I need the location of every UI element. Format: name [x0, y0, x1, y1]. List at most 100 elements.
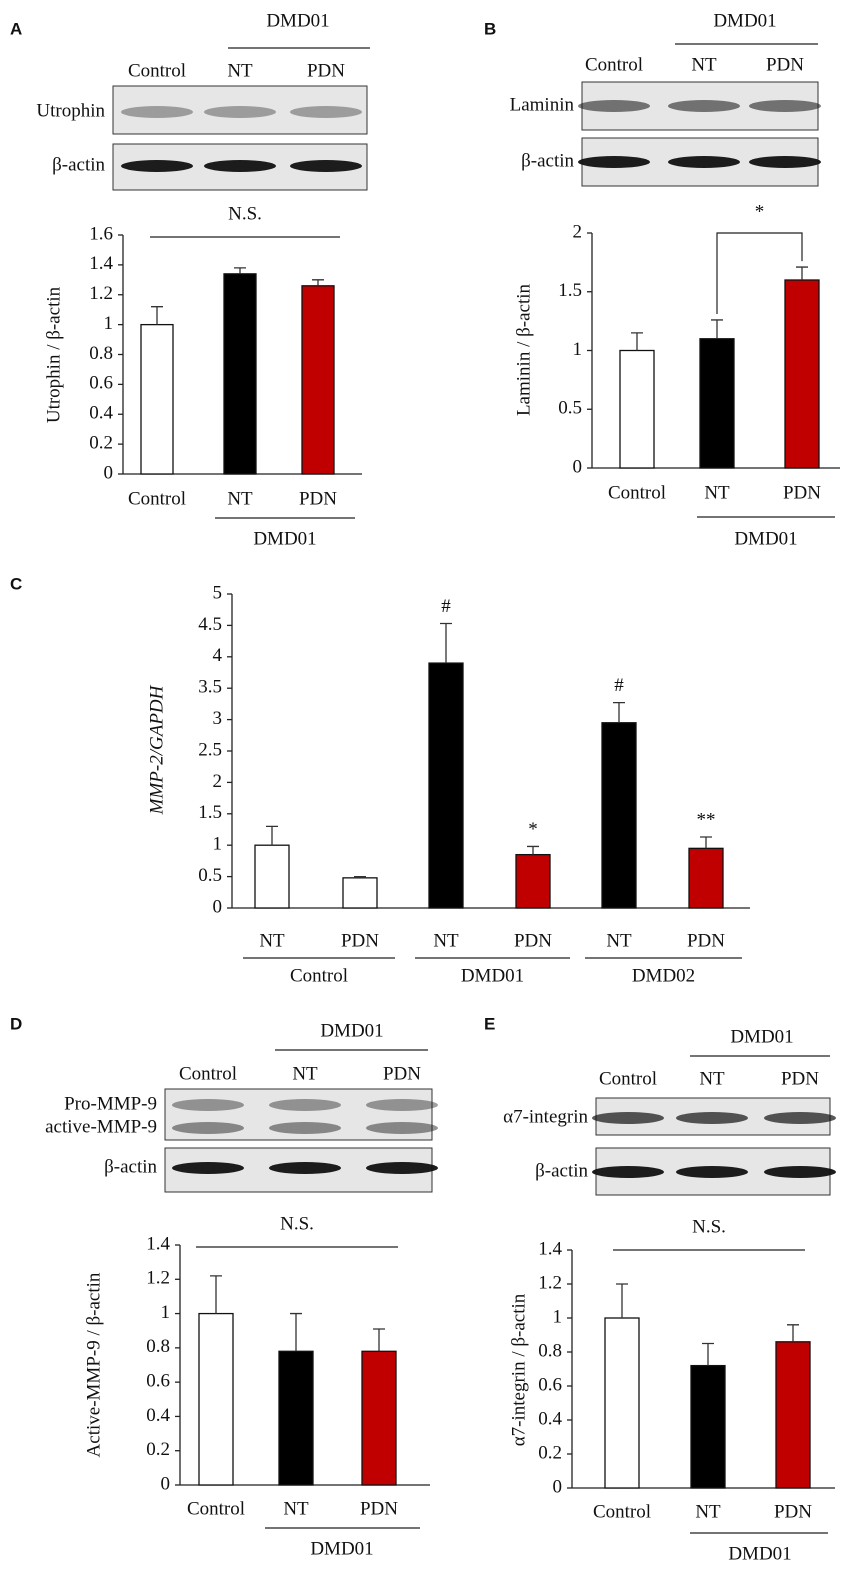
x-tick-label: Control: [608, 482, 666, 503]
y-tick-label: 1.2: [89, 283, 113, 304]
y-tick-label: 2: [573, 221, 583, 242]
y-tick-label: 0.8: [89, 343, 113, 364]
y-tick-label: 1.6: [89, 223, 113, 244]
y-tick-label: 0.6: [89, 373, 113, 394]
x-tick-label: NT: [695, 1501, 721, 1522]
panel-letter: B: [484, 19, 496, 38]
blot-band: [578, 100, 650, 112]
bar: [690, 1364, 726, 1489]
y-tick-label: 0.2: [146, 1439, 170, 1460]
blot-row-label: β-actin: [104, 1156, 157, 1177]
y-axis-label: α7-integrin / β-actin: [508, 1293, 529, 1446]
blot-band: [366, 1162, 438, 1174]
x-tick-label: NT: [227, 488, 253, 509]
bar: [601, 722, 637, 909]
bar: [688, 847, 724, 909]
y-tick-label: 0: [104, 462, 114, 483]
significance-mark: #: [441, 596, 451, 617]
error-bar: [210, 1275, 222, 1314]
blot-group-label: DMD01: [266, 10, 329, 31]
blot-lane-label: Control: [179, 1063, 237, 1084]
blot-image: [112, 85, 368, 135]
y-tick-label: 4: [213, 645, 223, 666]
bar: [140, 323, 174, 475]
x-tick-label: NT: [259, 930, 285, 951]
group-label: DMD02: [632, 965, 695, 986]
y-tick-label: 0: [161, 1473, 171, 1494]
blot-band: [749, 100, 821, 112]
y-axis-label: Laminin / β-actin: [513, 283, 534, 416]
error-bar: [354, 875, 366, 878]
error-bar: [373, 1328, 385, 1352]
significance-mark: *: [528, 819, 538, 840]
y-tick-label: 5: [213, 582, 223, 603]
group-label: DMD01: [253, 528, 316, 549]
blot-band: [121, 106, 193, 118]
y-tick-label: 2.5: [198, 739, 222, 760]
significance-mark: N.S.: [228, 203, 262, 224]
x-tick-label: NT: [704, 482, 730, 503]
y-tick-label: 1.4: [538, 1238, 562, 1259]
blot-lane-label: PDN: [766, 54, 804, 75]
y-tick-label: 0: [553, 1476, 563, 1497]
bar: [301, 285, 335, 475]
bar: [775, 1341, 811, 1489]
blot-row-label: Laminin: [510, 94, 575, 115]
x-tick-label: NT: [283, 1498, 309, 1519]
blot-lane-label: NT: [292, 1063, 318, 1084]
error-bar: [440, 622, 452, 664]
y-tick-label: 0.8: [538, 1340, 562, 1361]
bar: [278, 1350, 314, 1486]
blot-band: [290, 106, 362, 118]
bar: [784, 279, 820, 469]
blot-group-label: DMD01: [730, 1026, 793, 1047]
y-axis-label: Utrophin / β-actin: [43, 286, 64, 423]
error-bar: [151, 306, 163, 325]
blot-lane-label: PDN: [383, 1063, 421, 1084]
y-tick-label: 0.2: [538, 1442, 562, 1463]
blot-lane-label: NT: [691, 54, 717, 75]
group-label: DMD01: [461, 965, 524, 986]
error-bar: [234, 267, 246, 274]
y-axis-label: Active-MMP-9 / β-actin: [83, 1272, 104, 1457]
y-tick-label: 0: [573, 456, 583, 477]
blot-row-label: β-actin: [52, 154, 105, 175]
significance-mark: **: [697, 809, 716, 830]
significance-mark: N.S.: [280, 1213, 314, 1234]
error-bar: [711, 319, 723, 339]
blot-group-label: DMD01: [713, 10, 776, 31]
blot-row-label: β-actin: [521, 150, 574, 171]
y-tick-label: 0: [213, 896, 223, 917]
y-axis-label: MMP-2/GAPDH: [146, 684, 167, 815]
y-tick-label: 1: [104, 313, 114, 334]
blot-band: [204, 106, 276, 118]
error-bar: [700, 836, 712, 849]
bar: [198, 1312, 234, 1486]
y-tick-label: 0.5: [558, 398, 582, 419]
error-bar: [290, 1312, 302, 1352]
x-tick-label: NT: [433, 930, 459, 951]
bar: [361, 1350, 397, 1486]
blot-band: [269, 1162, 341, 1174]
panel-letter: E: [484, 1014, 495, 1033]
error-bar: [796, 266, 808, 280]
y-tick-label: 1.2: [538, 1272, 562, 1293]
bar: [342, 877, 378, 909]
y-tick-label: 1.4: [89, 253, 113, 274]
x-tick-label: Control: [128, 488, 186, 509]
blot-band: [668, 156, 740, 168]
blot-band: [749, 156, 821, 168]
blot-band: [366, 1099, 438, 1111]
blot-image: [164, 1088, 433, 1141]
blot-band: [676, 1112, 748, 1124]
error-bar: [613, 701, 625, 723]
bar: [223, 273, 257, 475]
x-tick-label: PDN: [783, 482, 821, 503]
x-tick-label: Control: [187, 1498, 245, 1519]
blot-band: [366, 1122, 438, 1134]
y-tick-label: 0.5: [198, 865, 222, 886]
y-tick-label: 0.4: [146, 1405, 170, 1426]
y-tick-label: 0.2: [89, 432, 113, 453]
x-tick-label: PDN: [341, 930, 379, 951]
y-tick-label: 1.5: [558, 280, 582, 301]
